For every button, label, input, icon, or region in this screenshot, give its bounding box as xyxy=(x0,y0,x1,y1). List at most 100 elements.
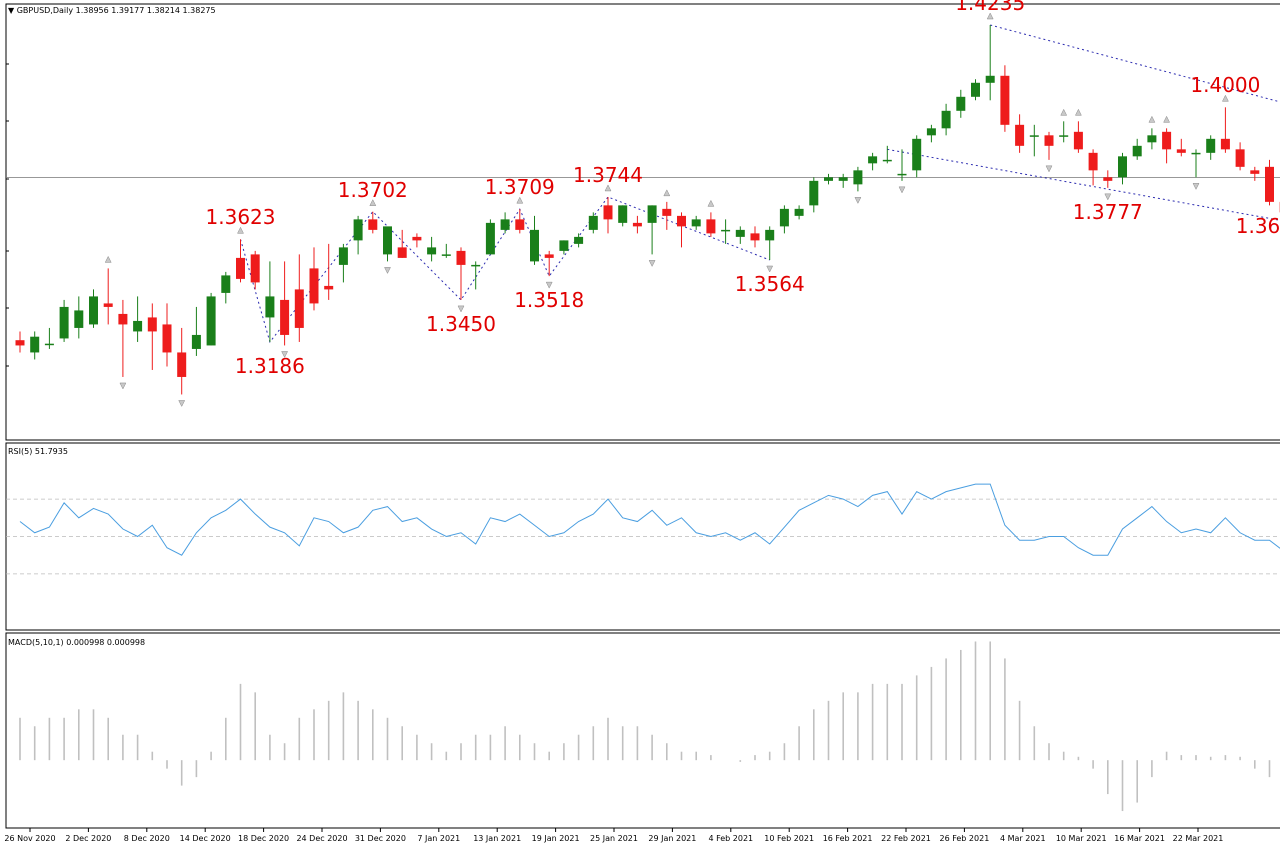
pivot-label: 1.36 xyxy=(1235,213,1280,238)
fractal-up-icon xyxy=(1148,115,1156,123)
candle-body xyxy=(779,208,789,227)
candle-body xyxy=(971,82,980,97)
channel-upper-line xyxy=(990,24,1280,103)
macd-label: MACD(5,10,1) 0.000998 0.000998 xyxy=(8,638,146,647)
candle-body xyxy=(1059,135,1069,137)
date-label: 16 Feb 2021 xyxy=(822,834,873,843)
date-label: 4 Mar 2021 xyxy=(999,834,1046,843)
candle-body xyxy=(632,222,642,227)
candle-body xyxy=(338,247,348,265)
candle-body xyxy=(603,205,613,220)
candle-body xyxy=(765,229,775,241)
candle-body xyxy=(133,320,143,332)
fractal-up-icon xyxy=(663,189,671,197)
candle-body xyxy=(1162,131,1172,150)
channel-lower-line xyxy=(887,148,1280,221)
candle-body xyxy=(1147,135,1157,143)
date-label: 7 Jan 2021 xyxy=(417,834,461,843)
candle-body xyxy=(353,219,363,241)
fractal-down-icon xyxy=(119,382,127,390)
fractal-up-icon xyxy=(707,199,715,207)
macd-pane xyxy=(5,632,1280,829)
candle-body xyxy=(941,110,951,129)
fractal-down-icon xyxy=(898,186,906,194)
candle-body xyxy=(559,240,569,251)
date-label: 8 Dec 2020 xyxy=(123,834,170,843)
fractal-down-icon xyxy=(1104,193,1112,201)
candle-body xyxy=(485,222,495,255)
date-label: 19 Jan 2021 xyxy=(531,834,580,843)
candle-body xyxy=(309,268,319,304)
candle-body xyxy=(44,343,54,346)
fractal-down-icon xyxy=(545,281,553,289)
candle-body xyxy=(147,317,157,332)
candle-body xyxy=(1235,149,1245,167)
candle-body xyxy=(1265,166,1274,202)
fractal-down-icon xyxy=(854,197,862,204)
candle-body xyxy=(1029,135,1039,137)
date-label: 25 Jan 2021 xyxy=(590,834,638,843)
candle-body xyxy=(1250,170,1260,174)
fractal-up-icon xyxy=(986,12,994,20)
candle-body xyxy=(515,219,525,230)
fractal-up-icon xyxy=(104,255,112,263)
candle-body xyxy=(236,257,245,279)
candle-body xyxy=(735,229,745,237)
date-label: 29 Jan 2021 xyxy=(648,834,697,843)
candle-body xyxy=(30,336,40,353)
fractal-down-icon xyxy=(648,260,656,267)
candle-body xyxy=(206,296,216,346)
candle-body xyxy=(677,215,686,227)
fractal-down-icon xyxy=(766,265,774,273)
candle-body xyxy=(956,96,966,111)
fractal-down-icon xyxy=(1192,183,1200,190)
candle-body xyxy=(1118,156,1127,178)
candle-body xyxy=(618,205,628,223)
candle-body xyxy=(985,75,995,83)
pivot-label: 1.3186 xyxy=(234,353,305,378)
fractal-up-icon xyxy=(369,199,377,206)
candle-body xyxy=(471,264,481,267)
zigzag-line xyxy=(240,196,770,344)
candle-body xyxy=(368,219,378,230)
candle-body xyxy=(456,250,466,265)
fractal-up-icon xyxy=(1221,94,1229,102)
fractal-up-icon xyxy=(516,196,524,204)
candle-body xyxy=(794,208,804,216)
fractal-down-icon xyxy=(457,305,465,313)
price-pane xyxy=(5,3,1280,441)
candle-body xyxy=(221,275,231,293)
candle-body xyxy=(1044,135,1054,146)
date-label: 2 Dec 2020 xyxy=(65,834,112,843)
fractal-down-icon xyxy=(178,400,186,408)
ohlc-values: 1.38956 1.39177 1.38214 1.38275 xyxy=(75,6,216,15)
candle-body xyxy=(59,306,69,339)
rsi-line xyxy=(19,483,1280,556)
candle-body xyxy=(838,177,848,181)
candle-body xyxy=(1103,177,1113,181)
date-label: 10 Mar 2021 xyxy=(1055,834,1107,843)
candle-body xyxy=(294,289,304,328)
candle-body xyxy=(383,226,392,255)
collapse-icon[interactable]: ▼ xyxy=(8,6,15,15)
date-label: 26 Nov 2020 xyxy=(4,834,56,843)
candle-body xyxy=(530,229,539,262)
pivot-label: 1.3709 xyxy=(484,175,555,200)
pivot-label: 1.3744 xyxy=(573,162,643,187)
rsi-label: RSI(5) 51.7935 xyxy=(8,447,68,456)
candle-body xyxy=(1088,152,1098,171)
candle-body xyxy=(574,236,584,244)
candle-body xyxy=(868,156,878,164)
pivot-label: 1.3702 xyxy=(337,177,408,202)
candle-body xyxy=(74,310,84,328)
fractal-down-icon xyxy=(1045,165,1053,173)
candle-body xyxy=(853,170,863,185)
date-label: 10 Feb 2021 xyxy=(764,834,815,843)
fractal-up-icon xyxy=(1074,108,1082,116)
candle-body xyxy=(926,128,936,136)
fractal-up-icon xyxy=(1163,115,1171,123)
pivot-label: 1.4000 xyxy=(1190,73,1261,98)
candle-body xyxy=(441,254,451,256)
candle-body xyxy=(1073,131,1083,150)
